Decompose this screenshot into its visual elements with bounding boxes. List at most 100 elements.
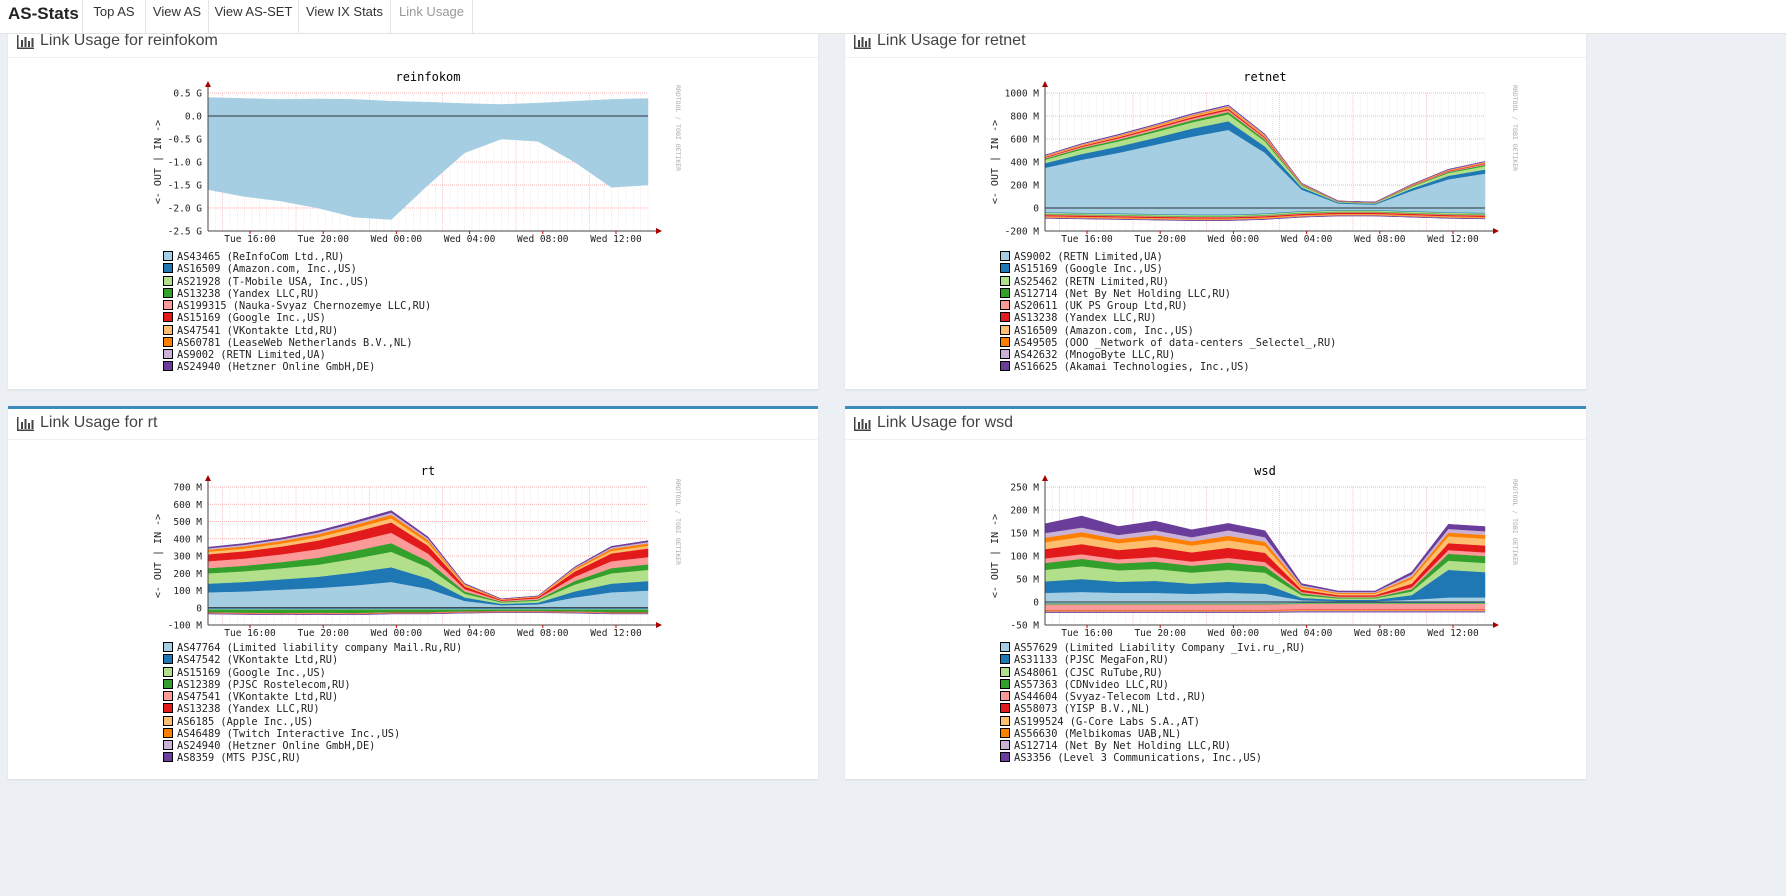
legend-label: AS46489 (Twitch Interactive Inc.,US) [177,727,401,740]
series-out-area [1044,604,1486,611]
link-usage-panel-retnet: Link Usage for retnet retnet 1000 M 800 M 6… [845,32,1586,389]
legend-label: AS199524 (G-Core Labs S.A.,AT) [1014,715,1200,728]
legend-swatch [1000,275,1010,286]
legend-item: AS9002 (RETN Limited,UA) [1000,251,1336,263]
y-tick-label: -2.0 G [168,204,203,215]
x-tick-label: Wed 00:00 [371,234,423,245]
x-tick-label: Wed 08:00 [1354,628,1406,639]
nav-top-as[interactable]: Top AS [82,0,145,33]
legend-item: AS3356 (Level 3 Communications, Inc.,US) [1000,752,1305,764]
legend-item: AS24940 (Hetzner Online GmbH,DE) [163,361,431,373]
x-tick-label: Wed 08:00 [517,628,569,639]
legend-swatch [163,324,173,335]
y-tick-label: 700 M [173,483,202,494]
legend-swatch [163,740,173,750]
legend-label: AS20611 (UK PS Group Ltd,RU) [1014,300,1188,312]
legend-swatch [163,251,173,261]
legend-swatch [163,642,173,652]
x-tick-label: Wed 04:00 [1281,628,1333,639]
legend-item: AS21928 (T-Mobile USA, Inc.,US) [163,275,431,288]
legend-item: AS13238 (Yandex LLC,RU) [163,287,431,300]
link-usage-chart: reinfokom 0.5 G 0.0 -0.5 G -1.0 G -1.5 G -2.0 … [153,70,682,245]
y-tick-label: 50 M [1016,575,1039,586]
legend-label: AS16509 (Amazon.com, Inc.,US) [177,263,357,276]
legend-label: AS15169 (Google Inc.,US) [177,666,326,679]
panel-title: Link Usage for wsd [877,414,1014,431]
y-tick-label: 0 [1033,204,1039,215]
legend-label: AS57363 (CDNvideo LLC,RU) [1014,678,1169,691]
y-tick-label: 0 [1033,598,1039,609]
panel-title: Link Usage for reinfokom [40,32,218,49]
legend-item: AS6185 (Apple Inc.,US) [163,715,462,728]
series-in-area [207,97,649,117]
link-usage-chart: wsd 250 M 200 M 150 M 100 M 50 M 0 -50 M Tue 16:… [990,464,1519,639]
link-usage-chart: retnet 1000 M 800 M 600 M 400 M 200 M 0 -200 M T… [990,70,1519,245]
as-legend: AS47764 (Limited liability company Mail.… [163,642,462,765]
y-tick-label: 150 M [1010,529,1039,540]
legend-item: AS47541 (VKontakte Ltd,RU) [163,691,462,703]
panel-header: Link Usage for rt [8,409,818,440]
legend-item: AS13238 (Yandex LLC,RU) [163,703,462,715]
x-tick-label: Wed 00:00 [1208,234,1260,245]
brand-logo[interactable]: AS-Stats [8,4,79,23]
legend-item: AS16625 (Akamai Technologies, Inc.,US) [1000,361,1336,373]
legend-label: AS13238 (Yandex LLC,RU) [177,287,320,300]
y-tick-label: 500 M [173,517,202,528]
x-tick-label: Tue 20:00 [1134,234,1186,245]
legend-swatch [163,275,173,286]
legend-item: AS46489 (Twitch Interactive Inc.,US) [163,727,462,740]
legend-item: AS58073 (YISP B.V.,NL) [1000,703,1305,715]
y-tick-label: 600 M [1010,135,1039,146]
legend-swatch [163,727,173,738]
legend-swatch [1000,654,1010,665]
legend-swatch [163,703,173,714]
x-tick-label: Wed 12:00 [590,628,642,639]
rrdtool-watermark: RRDTOOL / TOBI OETIKER [674,479,682,565]
y-axis-label: <- OUT | IN -> [153,514,164,598]
nav-view-as[interactable]: View AS [145,0,208,33]
series-out-area [207,612,649,616]
legend-label: AS47764 (Limited liability company Mail.… [177,642,463,654]
y-tick-label: -200 M [1005,227,1040,238]
legend-label: AS24940 (Hetzner Online GmbH,DE) [177,361,376,374]
panel-title: Link Usage for retnet [877,32,1026,49]
bar-chart-icon [854,35,871,54]
legend-label: AS21928 (T-Mobile USA, Inc.,US) [177,275,370,288]
legend-item: AS9002 (RETN Limited,UA) [163,349,431,361]
bar-chart-icon [17,35,34,54]
series-in-area [207,510,649,600]
legend-item: AS47764 (Limited liability company Mail.… [163,642,462,654]
x-tick-label: Tue 20:00 [297,234,349,245]
legend-item: AS15169 (Google Inc.,US) [163,666,462,679]
legend-swatch [1000,312,1010,323]
legend-label: AS9002 (RETN Limited,UA) [177,349,326,361]
panel-header: Link Usage for wsd [845,409,1586,440]
y-axis-arrow [1042,475,1048,481]
y-tick-label: -50 M [1010,621,1039,632]
legend-item: AS12714 (Net By Net Holding LLC,RU) [1000,287,1336,300]
y-tick-label: -1.5 G [168,181,203,192]
legend-item: AS31133 (PJSC MegaFon,RU) [1000,654,1305,666]
legend-swatch [1000,666,1010,677]
legend-label: AS44604 (Svyaz-Telecom Ltd.,RU) [1014,691,1207,703]
legend-swatch [163,361,173,372]
panel-header: Link Usage for retnet [845,27,1586,58]
legend-swatch [1000,642,1010,652]
nav-link-usage[interactable]: Link Usage [390,0,473,33]
chart-title: wsd [1254,464,1276,478]
y-tick-label: 800 M [1010,112,1039,123]
legend-swatch [1000,361,1010,372]
legend-item: AS47542 (VKontakte Ltd,RU) [163,654,462,666]
legend-label: AS16625 (Akamai Technologies, Inc.,US) [1014,361,1250,374]
x-tick-label: Wed 04:00 [444,234,496,245]
x-tick-label: Tue 16:00 [1061,628,1113,639]
legend-label: AS3356 (Level 3 Communications, Inc.,US) [1014,752,1262,765]
legend-label: AS8359 (MTS PJSC,RU) [177,752,301,765]
nav-view-ix-stats[interactable]: View IX Stats [298,0,390,33]
legend-item: AS16509 (Amazon.com, Inc.,US) [1000,324,1336,337]
legend-swatch [163,752,173,763]
nav-view-as-set[interactable]: View AS-SET [208,0,298,33]
legend-label: AS42632 (MnogoByte LLC,RU) [1014,349,1176,361]
series-out-area [1044,215,1486,221]
legend-item: AS42632 (MnogoByte LLC,RU) [1000,349,1336,361]
